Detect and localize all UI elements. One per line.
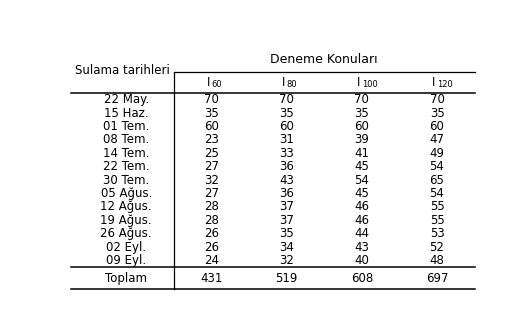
- Text: 120: 120: [437, 80, 453, 89]
- Text: 35: 35: [279, 227, 294, 240]
- Text: 27: 27: [204, 187, 219, 200]
- Text: 05 Ağus.: 05 Ağus.: [101, 187, 152, 200]
- Text: 09 Eyl.: 09 Eyl.: [106, 254, 146, 267]
- Text: 46: 46: [354, 200, 369, 214]
- Text: 15 Haz.: 15 Haz.: [104, 107, 148, 120]
- Text: 32: 32: [279, 254, 294, 267]
- Text: 37: 37: [279, 200, 294, 214]
- Text: 26 Ağus.: 26 Ağus.: [101, 227, 152, 240]
- Text: 80: 80: [287, 80, 297, 89]
- Text: 24: 24: [204, 254, 219, 267]
- Text: I: I: [206, 76, 210, 89]
- Text: 12 Ağus.: 12 Ağus.: [101, 200, 152, 214]
- Text: 519: 519: [276, 272, 298, 285]
- Text: 43: 43: [279, 174, 294, 187]
- Text: 608: 608: [351, 272, 373, 285]
- Text: 08 Tem.: 08 Tem.: [103, 134, 149, 146]
- Text: 52: 52: [430, 240, 445, 254]
- Text: 49: 49: [429, 147, 445, 160]
- Text: 54: 54: [430, 187, 445, 200]
- Text: 31: 31: [279, 134, 294, 146]
- Text: 26: 26: [204, 227, 219, 240]
- Text: 45: 45: [354, 187, 369, 200]
- Text: 54: 54: [430, 160, 445, 173]
- Text: 23: 23: [204, 134, 219, 146]
- Text: 60: 60: [211, 80, 222, 89]
- Text: 32: 32: [204, 174, 219, 187]
- Text: 37: 37: [279, 214, 294, 227]
- Text: 60: 60: [279, 120, 294, 133]
- Text: 43: 43: [354, 240, 369, 254]
- Text: 70: 70: [354, 93, 369, 106]
- Text: 100: 100: [362, 80, 378, 89]
- Text: 60: 60: [204, 120, 219, 133]
- Text: 41: 41: [354, 147, 369, 160]
- Text: 44: 44: [354, 227, 369, 240]
- Text: 02 Eyl.: 02 Eyl.: [106, 240, 146, 254]
- Text: 35: 35: [279, 107, 294, 120]
- Text: 55: 55: [430, 200, 444, 214]
- Text: 70: 70: [430, 93, 445, 106]
- Text: 39: 39: [354, 134, 369, 146]
- Text: Deneme Konuları: Deneme Konuları: [270, 53, 378, 66]
- Text: 60: 60: [430, 120, 445, 133]
- Text: 60: 60: [354, 120, 369, 133]
- Text: 28: 28: [204, 200, 219, 214]
- Text: 35: 35: [430, 107, 444, 120]
- Text: 36: 36: [279, 160, 294, 173]
- Text: 48: 48: [430, 254, 445, 267]
- Text: Toplam: Toplam: [105, 272, 147, 285]
- Text: 65: 65: [430, 174, 445, 187]
- Text: 53: 53: [430, 227, 444, 240]
- Text: I: I: [282, 76, 285, 89]
- Text: 14 Tem.: 14 Tem.: [103, 147, 149, 160]
- Text: 28: 28: [204, 214, 219, 227]
- Text: 45: 45: [354, 160, 369, 173]
- Text: 27: 27: [204, 160, 219, 173]
- Text: 35: 35: [204, 107, 219, 120]
- Text: 70: 70: [279, 93, 294, 106]
- Text: 70: 70: [204, 93, 219, 106]
- Text: 47: 47: [429, 134, 445, 146]
- Text: 33: 33: [279, 147, 294, 160]
- Text: Sulama tarihleri: Sulama tarihleri: [74, 63, 170, 77]
- Text: 35: 35: [354, 107, 369, 120]
- Text: 697: 697: [426, 272, 448, 285]
- Text: 30 Tem.: 30 Tem.: [103, 174, 149, 187]
- Text: 22 May.: 22 May.: [104, 93, 149, 106]
- Text: I: I: [357, 76, 360, 89]
- Text: 22 Tem.: 22 Tem.: [103, 160, 149, 173]
- Text: 54: 54: [354, 174, 369, 187]
- Text: 34: 34: [279, 240, 294, 254]
- Text: 25: 25: [204, 147, 219, 160]
- Text: 431: 431: [200, 272, 222, 285]
- Text: 46: 46: [354, 214, 369, 227]
- Text: 36: 36: [279, 187, 294, 200]
- Text: 01 Tem.: 01 Tem.: [103, 120, 149, 133]
- Text: 55: 55: [430, 214, 444, 227]
- Text: 19 Ağus.: 19 Ağus.: [101, 214, 152, 227]
- Text: 26: 26: [204, 240, 219, 254]
- Text: 40: 40: [354, 254, 369, 267]
- Text: I: I: [433, 76, 436, 89]
